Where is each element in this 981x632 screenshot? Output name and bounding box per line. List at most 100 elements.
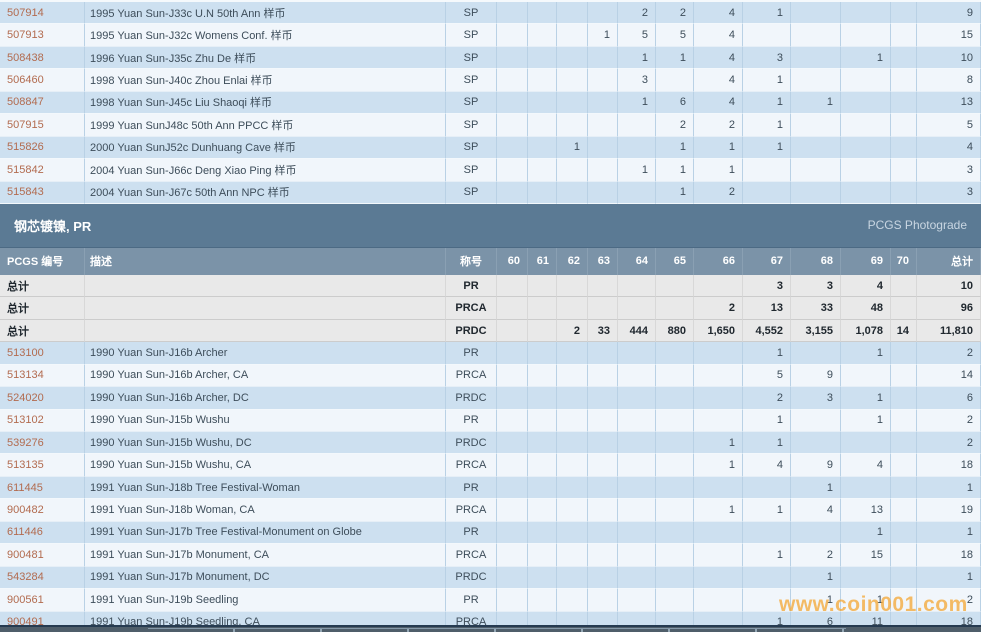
totals-grade-70-cell bbox=[891, 297, 917, 320]
totals-grade-61-cell bbox=[528, 319, 557, 343]
grade-64-count-cell bbox=[618, 544, 656, 567]
grade-61-count-cell bbox=[528, 136, 557, 160]
pcgs-number-link[interactable]: 513135 bbox=[7, 459, 44, 472]
pcgs-number-link[interactable]: 515826 bbox=[7, 141, 44, 154]
header-grade-70: 70 bbox=[891, 247, 917, 275]
totals-grade-66-cell: 1,650 bbox=[694, 319, 743, 343]
grade-69-count-cell bbox=[841, 566, 891, 590]
table-row: 524020 1990 Yuan Sun-J16b Archer, DC PRDC 2… bbox=[0, 387, 981, 410]
grade-69-count-cell bbox=[841, 364, 891, 388]
grade-60-count-cell bbox=[497, 454, 528, 477]
pcgs-number-link[interactable]: 513100 bbox=[7, 346, 44, 359]
pcgs-number-link[interactable]: 506460 bbox=[7, 74, 44, 87]
grade-69-count-cell bbox=[841, 114, 891, 137]
totals-grade-63-cell: 33 bbox=[588, 319, 618, 343]
grade-68-count-cell: 9 bbox=[791, 364, 841, 388]
totals-designation: PR bbox=[446, 274, 497, 298]
header-grade-69: 69 bbox=[841, 247, 891, 275]
grade-66-count-cell: 1 bbox=[694, 454, 743, 477]
header-grade-60: 60 bbox=[497, 247, 528, 275]
pcgs-number-link[interactable]: 611445 bbox=[7, 481, 43, 494]
grade-60-count-cell bbox=[497, 136, 528, 160]
pcgs-number-link[interactable]: 508438 bbox=[7, 51, 44, 64]
coin-description: 1991 Yuan Sun-J17b Monument, CA bbox=[85, 544, 446, 567]
grade-67-count-cell: 3 bbox=[743, 46, 791, 70]
grade-62-count-cell bbox=[557, 589, 588, 612]
pcgs-number-link[interactable]: 508847 bbox=[7, 96, 44, 109]
pcgs-number-link[interactable]: 900561 bbox=[7, 593, 44, 606]
pcgs-number-link[interactable]: 507915 bbox=[7, 118, 44, 131]
totals-grade-70-cell bbox=[891, 274, 917, 298]
grade-66-count-cell bbox=[694, 364, 743, 388]
grade-60-count-cell bbox=[497, 432, 528, 455]
grade-61-count-cell bbox=[528, 2, 557, 25]
header-grade-68: 68 bbox=[791, 247, 841, 275]
grade-63-count-cell bbox=[588, 136, 618, 160]
pcgs-number-link[interactable]: 900482 bbox=[7, 504, 44, 517]
grade-63-count-cell bbox=[588, 181, 618, 204]
total-count-cell: 18 bbox=[917, 454, 981, 477]
table-row: 513100 1990 Yuan Sun-J16b Archer PR 1 1 2 bbox=[0, 342, 981, 365]
coin-description: 1990 Yuan Sun-J15b Wushu bbox=[85, 409, 446, 432]
designation-cell: PR bbox=[446, 521, 497, 545]
pcgs-number-cell: 507914 bbox=[0, 2, 85, 25]
grade-70-count-cell bbox=[891, 24, 917, 47]
pcgs-number-link[interactable]: 539276 bbox=[7, 436, 44, 449]
grade-67-count-cell: 2 bbox=[743, 387, 791, 410]
pcgs-number-link[interactable]: 513102 bbox=[7, 414, 44, 427]
grade-67-count-cell: 1 bbox=[743, 409, 791, 432]
pcgs-number-cell: 513102 bbox=[0, 409, 85, 432]
pcgs-number-link[interactable]: 900481 bbox=[7, 548, 44, 561]
pcgs-number-link[interactable]: 507914 bbox=[7, 6, 44, 19]
grade-60-count-cell bbox=[497, 476, 528, 500]
section-header-bar: 钢芯镀镍, PR PCGS Photograde bbox=[0, 203, 981, 248]
grade-63-count-cell bbox=[588, 46, 618, 70]
grade-70-count-cell bbox=[891, 114, 917, 137]
grade-63-count-cell bbox=[588, 114, 618, 137]
pcgs-number-cell: 543284 bbox=[0, 566, 85, 590]
totals-designation: PRDC bbox=[446, 319, 497, 343]
pcgs-number-link[interactable]: 513134 bbox=[7, 369, 44, 382]
totals-total-cell: 10 bbox=[917, 274, 981, 298]
grade-62-count-cell bbox=[557, 2, 588, 25]
grade-68-count-cell bbox=[791, 136, 841, 160]
table-row: 900482 1991 Yuan Sun-J18b Woman, CA PRCA 1 1… bbox=[0, 499, 981, 522]
pcgs-number-link[interactable]: 515843 bbox=[7, 186, 44, 199]
next-section-column-ticks bbox=[148, 628, 846, 632]
grade-66-count-cell bbox=[694, 521, 743, 545]
grade-62-count-cell bbox=[557, 69, 588, 92]
grade-61-count-cell bbox=[528, 589, 557, 612]
coin-description: 1990 Yuan Sun-J16b Archer bbox=[85, 342, 446, 365]
grade-61-count-cell bbox=[528, 409, 557, 432]
grade-62-count-cell bbox=[557, 342, 588, 365]
totals-total-cell: 96 bbox=[917, 297, 981, 320]
grade-68-count-cell: 1 bbox=[791, 589, 841, 612]
sp-population-table: 507914 1995 Yuan Sun-J33c U.N 50th Ann 样币… bbox=[0, 2, 981, 204]
grade-68-count-cell: 2 bbox=[791, 544, 841, 567]
totals-grade-65-cell bbox=[656, 297, 694, 320]
header-designation: 称号 bbox=[446, 247, 497, 275]
grade-62-count-cell bbox=[557, 159, 588, 182]
pcgs-number-link[interactable]: 611446 bbox=[7, 526, 43, 539]
grade-68-count-cell bbox=[791, 342, 841, 365]
grade-64-count-cell bbox=[618, 521, 656, 545]
clipped-row-sliver bbox=[0, 0, 981, 2]
totals-grade-69-cell: 48 bbox=[841, 297, 891, 320]
grade-63-count-cell bbox=[588, 159, 618, 182]
pcgs-photograde-link[interactable]: PCGS Photograde bbox=[867, 218, 967, 233]
pcgs-number-link[interactable]: 507913 bbox=[7, 29, 44, 42]
pcgs-number-link[interactable]: 515842 bbox=[7, 163, 44, 176]
pcgs-number-link[interactable]: 543284 bbox=[7, 571, 44, 584]
header-grade-65: 65 bbox=[656, 247, 694, 275]
grade-67-count-cell: 1 bbox=[743, 136, 791, 160]
totals-grade-61-cell bbox=[528, 297, 557, 320]
grade-60-count-cell bbox=[497, 2, 528, 25]
grade-60-count-cell bbox=[497, 69, 528, 92]
totals-label: 总计 bbox=[0, 319, 85, 343]
totals-grade-66-cell bbox=[694, 274, 743, 298]
totals-row: 总计 PRCA 2 13 33 48 96 bbox=[0, 297, 981, 320]
pcgs-number-link[interactable]: 524020 bbox=[7, 391, 44, 404]
grade-62-count-cell bbox=[557, 409, 588, 432]
coin-description: 2004 Yuan Sun-J66c Deng Xiao Ping 样币 bbox=[85, 159, 446, 182]
pcgs-number-cell: 508438 bbox=[0, 46, 85, 70]
